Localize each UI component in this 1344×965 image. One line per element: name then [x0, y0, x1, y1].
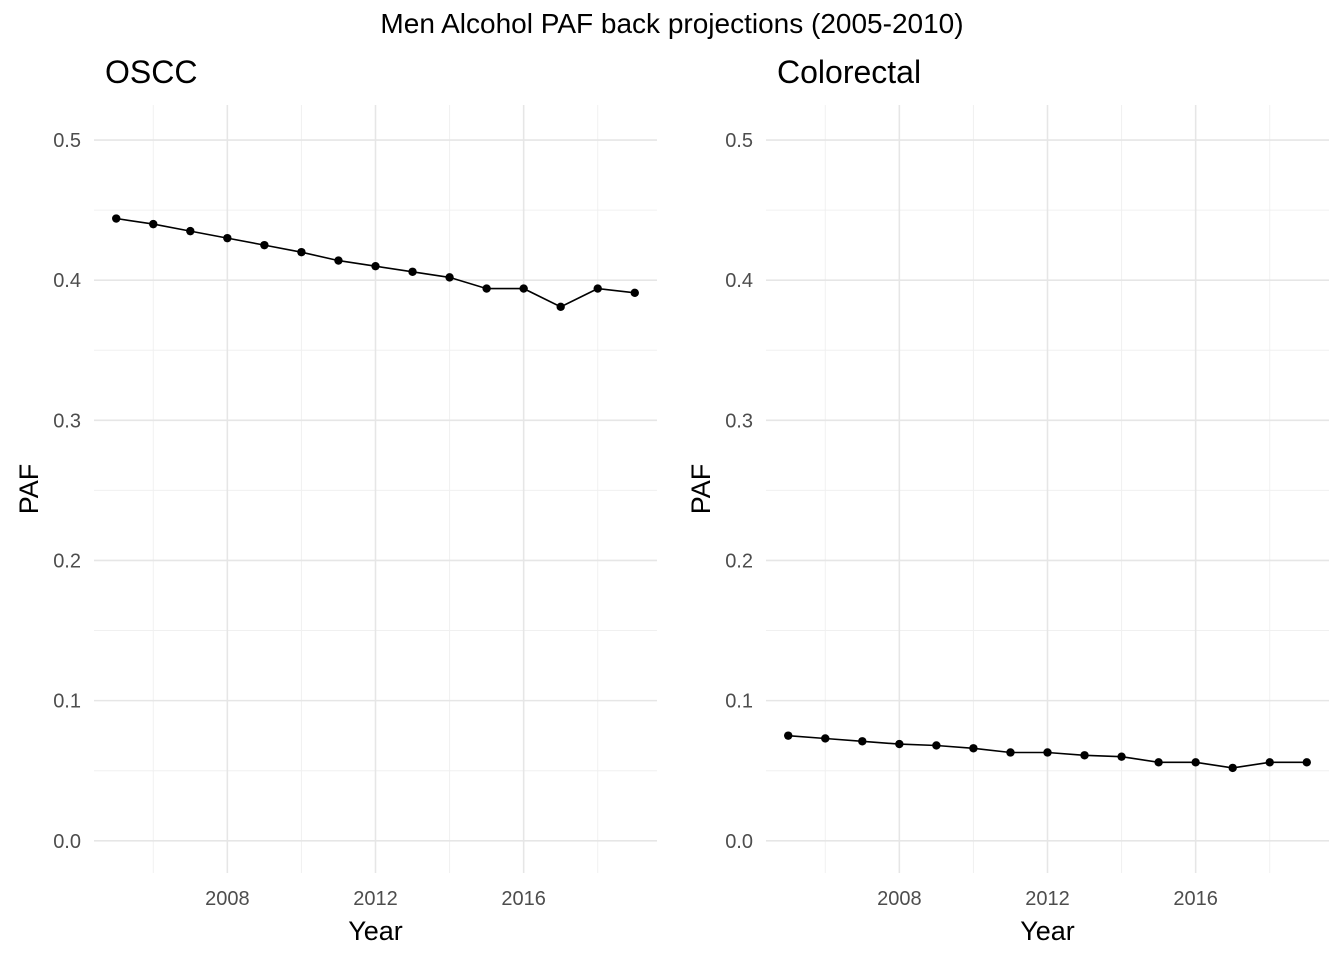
- y-tick-label: 0.3: [53, 410, 81, 432]
- data-point: [784, 731, 793, 740]
- data-point: [593, 284, 602, 293]
- y-tick-label: 0.0: [53, 831, 81, 853]
- y-tick-label: 0.0: [725, 831, 753, 853]
- x-axis-label: Year: [348, 916, 403, 946]
- data-point: [1043, 748, 1052, 757]
- data-point: [445, 273, 454, 282]
- data-point: [1154, 758, 1163, 767]
- x-axis-label: Year: [1020, 916, 1075, 946]
- y-tick-label: 0.4: [725, 270, 753, 292]
- y-tick-label: 0.2: [53, 550, 81, 572]
- x-tick-label: 2016: [501, 888, 546, 910]
- y-tick-label: 0.1: [53, 691, 81, 713]
- x-tick-label: 2012: [353, 888, 398, 910]
- x-tick-label: 2016: [1173, 888, 1218, 910]
- data-point: [821, 734, 830, 743]
- data-point: [1265, 758, 1274, 767]
- data-point: [112, 214, 121, 223]
- figure-title: Men Alcohol PAF back projections (2005-2…: [380, 8, 963, 39]
- y-axis-label: PAF: [14, 464, 44, 515]
- y-axis-label: PAF: [686, 464, 716, 515]
- data-point: [297, 247, 306, 257]
- y-tick-label: 0.3: [725, 410, 753, 432]
- x-tick-label: 2008: [877, 888, 922, 910]
- y-tick-label: 0.2: [725, 550, 753, 572]
- panel-2: 0.0 0.1 0.2 0.3 0.4 0.5 2008 2012 2016 Colorectal…: [686, 54, 1329, 946]
- y-tick-label: 0.1: [725, 691, 753, 713]
- data-point: [186, 226, 195, 236]
- data-point: [408, 267, 417, 276]
- data-point: [1228, 763, 1237, 773]
- data-point: [371, 261, 380, 271]
- y-tick-label: 0.5: [53, 130, 81, 152]
- data-point: [932, 741, 941, 750]
- panel-title: Colorectal: [777, 54, 921, 90]
- data-point: [630, 288, 639, 297]
- panel-1: 0.0 0.1 0.2 0.3 0.4 0.5 2008 2012 2016 OSCC Year PA…: [14, 54, 657, 946]
- data-point: [1117, 752, 1126, 761]
- data-point: [858, 737, 867, 746]
- y-tick-label: 0.5: [725, 130, 753, 152]
- data-point: [969, 744, 978, 753]
- data-point: [223, 233, 232, 243]
- data-point: [1191, 758, 1200, 767]
- x-tick-label: 2008: [205, 888, 250, 910]
- data-point: [149, 219, 158, 229]
- data-point: [895, 739, 904, 749]
- data-point: [482, 284, 491, 293]
- data-point: [1080, 751, 1089, 760]
- x-tick-label: 2012: [1025, 888, 1070, 910]
- data-point: [1006, 748, 1015, 757]
- y-tick-label: 0.4: [53, 270, 81, 292]
- data-point: [334, 256, 343, 265]
- data-point: [556, 302, 565, 312]
- data-point: [260, 240, 269, 250]
- panel-title: OSCC: [105, 54, 197, 90]
- data-point: [1302, 758, 1311, 767]
- data-point: [519, 284, 528, 293]
